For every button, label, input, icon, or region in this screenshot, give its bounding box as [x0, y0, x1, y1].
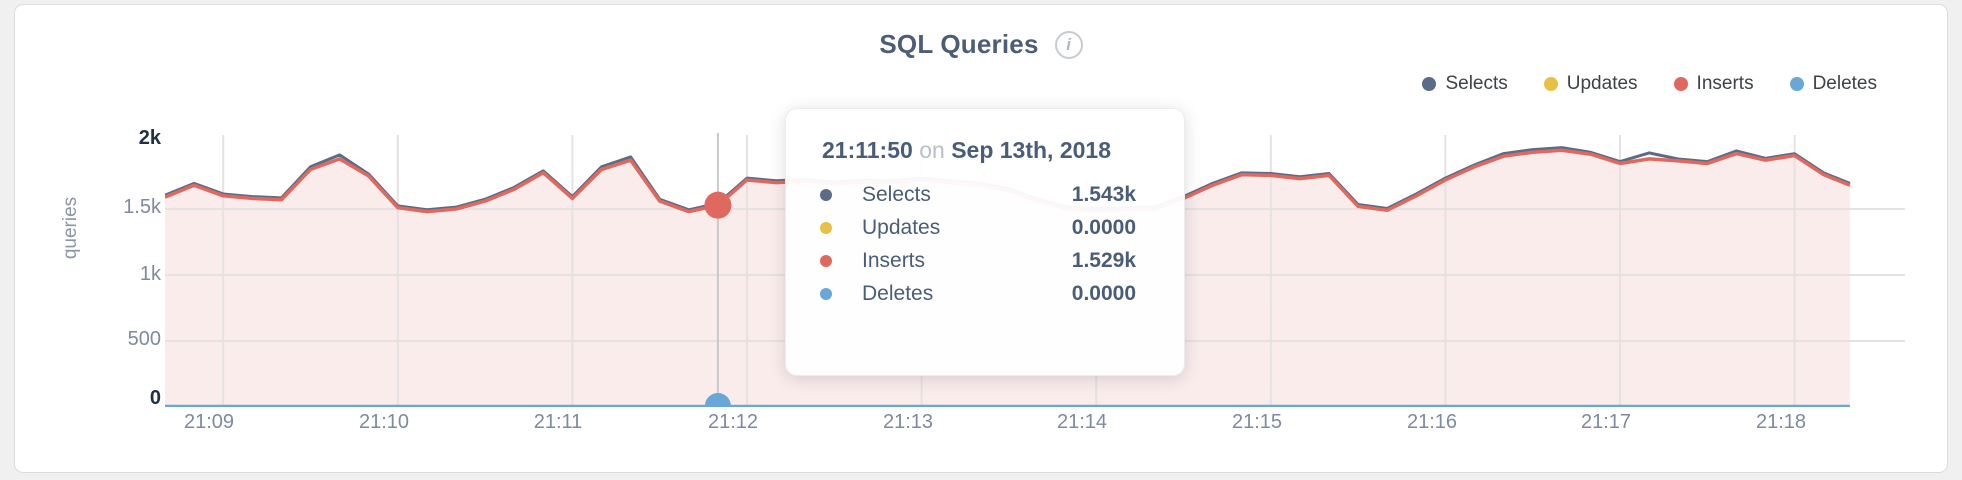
tooltip-row-value: 0.0000 — [1071, 281, 1136, 305]
y-tick-1_5k: 1.5k — [123, 196, 161, 218]
legend: Selects Updates Inserts Deletes — [1422, 73, 1877, 95]
tooltip-row-inserts: Inserts 1.529k — [820, 244, 1136, 277]
legend-label: Updates — [1566, 73, 1638, 94]
tooltip-date: Sep 13th, 2018 — [951, 137, 1111, 163]
legend-label: Selects — [1445, 73, 1508, 94]
x-tick: 21:11 — [533, 411, 583, 433]
tooltip-time: 21:11:50 — [822, 137, 913, 163]
y-tick-500: 500 — [127, 328, 161, 350]
selects-dot-icon — [1422, 77, 1437, 91]
tooltip-row-value: 0.0000 — [1071, 215, 1136, 239]
x-tick: 21:18 — [1755, 411, 1807, 433]
selects-dot-icon — [820, 188, 832, 201]
deletes-dot-icon — [1789, 77, 1804, 91]
x-tick: 21:16 — [1406, 411, 1458, 433]
x-tick: 21:14 — [1056, 411, 1108, 433]
tooltip-row-label: Deletes — [862, 281, 934, 305]
chart-card: SQL Queries i Selects Updates Inserts De… — [14, 4, 1948, 473]
tooltip-row-selects: Selects 1.543k — [820, 178, 1136, 211]
tooltip: 21:11:50 on Sep 13th, 2018 Selects 1.543… — [785, 108, 1185, 376]
tooltip-row-label: Updates — [862, 215, 941, 239]
y-tick-2k: 2k — [138, 127, 161, 149]
x-tick: 21:17 — [1580, 411, 1632, 433]
chart-header: SQL Queries i — [15, 29, 1947, 60]
legend-label: Deletes — [1812, 73, 1877, 94]
legend-label: Inserts — [1696, 73, 1754, 94]
x-tick: 21:15 — [1231, 411, 1283, 433]
tooltip-row-deletes: Deletes 0.0000 — [820, 277, 1136, 310]
tooltip-row-value: 1.543k — [1071, 182, 1136, 206]
inserts-dot-icon — [1673, 77, 1688, 91]
x-tick: 21:10 — [358, 411, 410, 433]
legend-item-inserts[interactable]: Inserts — [1673, 73, 1754, 95]
page-title: SQL Queries — [879, 29, 1039, 59]
updates-dot-icon — [820, 221, 832, 234]
tooltip-row-label: Selects — [862, 182, 931, 206]
deletes-dot-icon — [820, 287, 832, 300]
legend-item-deletes[interactable]: Deletes — [1789, 73, 1877, 95]
selected-inserts-marker — [704, 191, 732, 219]
legend-item-updates[interactable]: Updates — [1543, 73, 1638, 95]
updates-dot-icon — [1543, 77, 1558, 91]
tooltip-row-updates: Updates 0.0000 — [820, 211, 1136, 244]
x-tick: 21:13 — [882, 411, 934, 433]
y-tick-1k: 1k — [139, 263, 161, 285]
legend-item-selects[interactable]: Selects — [1422, 73, 1508, 95]
tooltip-row-label: Inserts — [862, 248, 926, 272]
selected-deletes-marker — [704, 393, 731, 407]
tooltip-conjunction: on — [919, 137, 945, 163]
info-icon[interactable]: i — [1054, 30, 1083, 59]
inserts-dot-icon — [820, 254, 832, 267]
y-tick-0: 0 — [149, 387, 161, 409]
tooltip-row-value: 1.529k — [1071, 248, 1136, 272]
tooltip-header: 21:11:50 on Sep 13th, 2018 — [822, 137, 1136, 164]
x-tick: 21:12 — [707, 411, 759, 433]
x-tick: 21:09 — [183, 411, 235, 433]
